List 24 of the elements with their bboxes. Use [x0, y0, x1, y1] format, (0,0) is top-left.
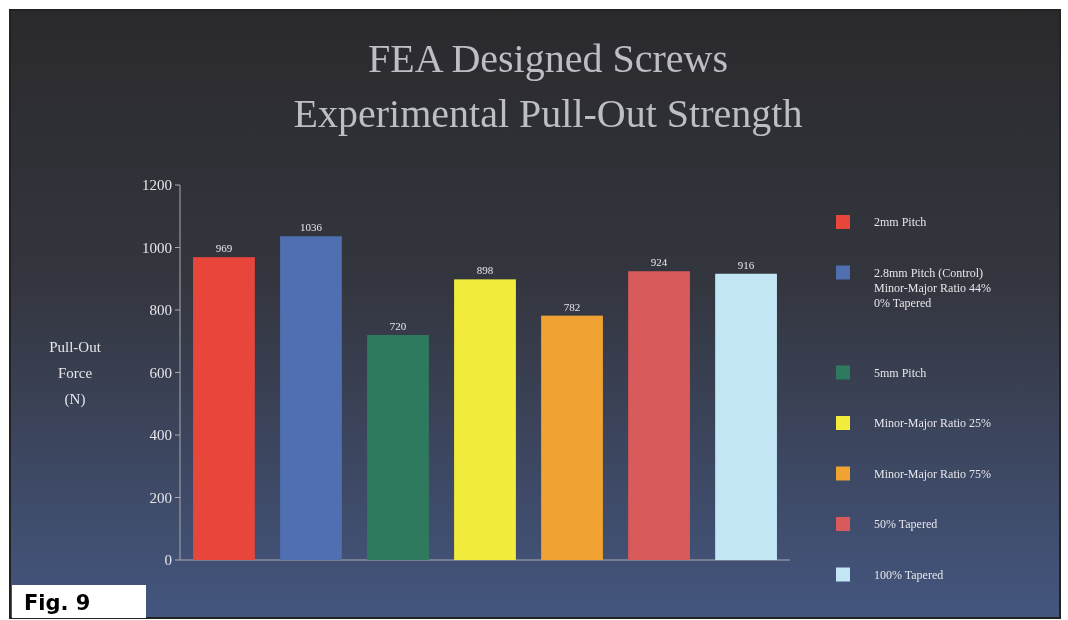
data-label: 720	[389, 320, 407, 332]
data-label: 916	[737, 258, 755, 271]
data-label: 1036	[299, 221, 323, 234]
data-label: 782	[563, 300, 581, 313]
y-tick-label: 200	[149, 489, 172, 506]
chart-title: FEA Designed Screws Experimental Pull-Out Strength	[293, 36, 803, 136]
legend-label: Minor-Major Ratio 75%	[874, 466, 992, 481]
legend-label: 2.8mm Pitch (Control) Minor-Major Ratio 44% 0% Tapered	[874, 265, 992, 310]
data-label: 924	[650, 256, 668, 269]
legend-label: 100% Tapered	[874, 567, 944, 582]
legend-label: Minor-Major Ratio 25%	[874, 416, 992, 430]
y-tick-label: 1200	[142, 177, 172, 193]
legend-label: 50% Tapered	[874, 517, 938, 531]
y-tick-label: 400	[149, 427, 172, 443]
data-label: 969	[215, 242, 233, 255]
y-tick-label: 1000	[142, 239, 172, 256]
legend-label: 2mm Pitch	[874, 215, 927, 229]
y-axis-title: Pull-Out Force (N)	[49, 339, 102, 408]
y-tick-label: 600	[149, 364, 172, 381]
y-tick-label: 0	[164, 552, 172, 568]
data-label: 898	[476, 264, 494, 277]
legend-label: 5mm Pitch	[874, 365, 927, 380]
y-tick-label: 800	[149, 302, 172, 318]
caption: Fig. 9	[24, 591, 91, 615]
